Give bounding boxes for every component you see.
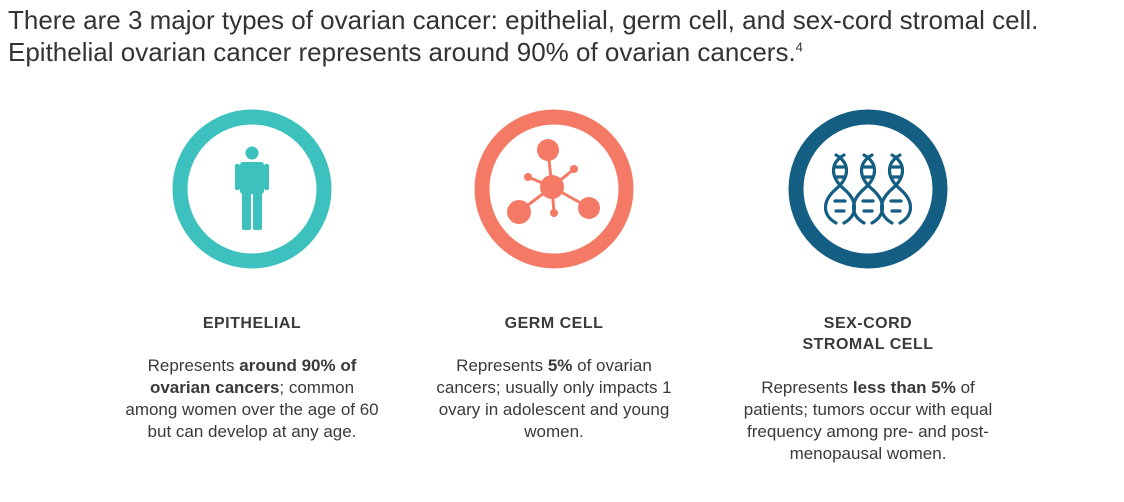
desc-text: of patients; tumors occur with equal fre…	[743, 378, 993, 463]
type-desc-germ-cell: Represents 5% of ovarian cancers; usuall…	[424, 355, 684, 443]
desc-text: Represents	[147, 356, 240, 375]
desc-text: Represents	[761, 378, 853, 397]
dna-icon	[788, 109, 948, 269]
desc-highlight: less than 5%	[852, 378, 956, 397]
intro-text: There are 3 major types of ovarian cance…	[8, 4, 1108, 68]
title-line: SEX-CORD	[823, 315, 913, 332]
type-desc-epithelial: Represents around 90% of ovarian cancers…	[122, 355, 382, 443]
desc-highlight: 5%	[547, 356, 573, 375]
type-title-epithelial: EPITHELIAL	[202, 315, 302, 332]
desc-text: ; common among women over the age of 60 …	[125, 378, 379, 441]
type-title-germ-cell: GERM CELL	[504, 315, 604, 332]
type-desc-sex-cord-stromal: Represents less than 5% of patients; tum…	[738, 377, 998, 465]
footnote-marker: 4	[795, 39, 803, 55]
desc-text: Represents	[456, 356, 548, 375]
person-icon	[172, 109, 332, 269]
title-line: STROMAL CELL	[802, 336, 934, 353]
desc-text: of ovarian cancers; usually only impacts…	[436, 356, 672, 441]
type-title-sex-cord-stromal: SEX-CORD STROMAL CELL	[738, 313, 998, 355]
molecule-icon	[474, 109, 634, 269]
desc-highlight: around 90% of ovarian cancers	[149, 356, 357, 397]
intro-sentence: There are 3 major types of ovarian cance…	[8, 5, 1039, 67]
